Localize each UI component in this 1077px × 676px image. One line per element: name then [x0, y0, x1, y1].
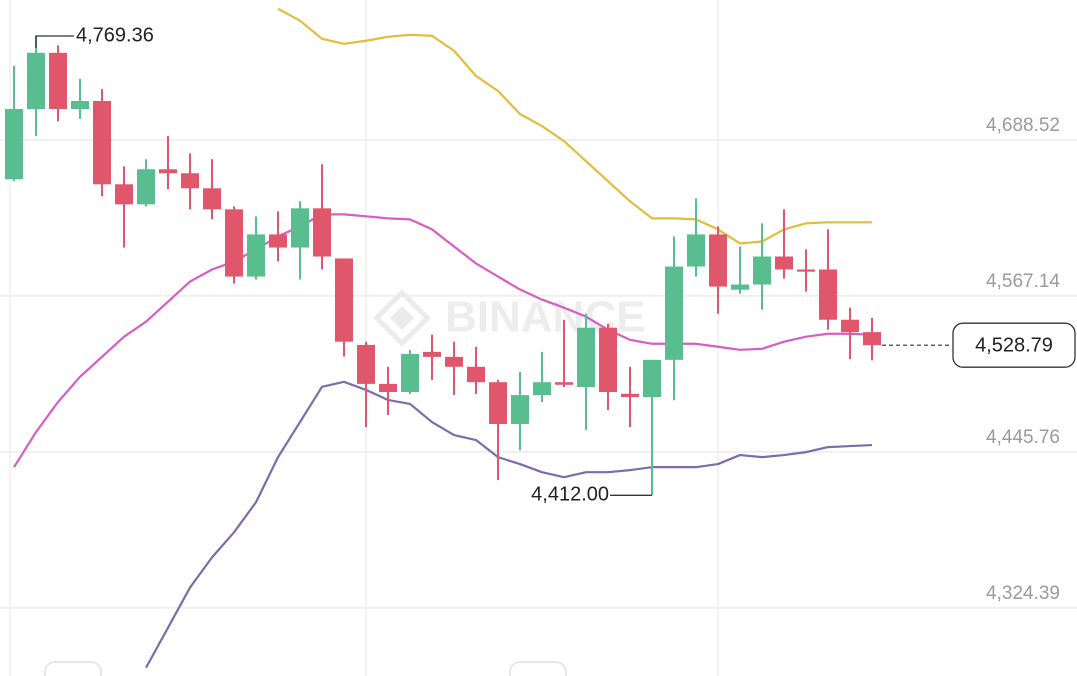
candle [775, 209, 793, 279]
candle-body [599, 327, 617, 392]
y-tick-label: 4,445.76 [986, 427, 1060, 448]
candle [291, 201, 309, 280]
candle-body [49, 52, 67, 109]
candle-body [863, 332, 881, 346]
candle-body [577, 327, 595, 387]
candle [269, 211, 287, 262]
candle [841, 307, 859, 360]
candle-body [357, 344, 375, 384]
candle [599, 323, 617, 410]
candle-body [93, 101, 111, 185]
candle [665, 236, 683, 401]
last-price-label: 4,528.79 [975, 334, 1053, 356]
candle [27, 36, 45, 137]
candle [5, 65, 23, 182]
candle [247, 216, 265, 280]
candle-body [665, 266, 683, 360]
candle-body [203, 188, 221, 210]
candle [489, 379, 507, 481]
candle [49, 45, 67, 122]
candle-body [819, 269, 837, 320]
candle [731, 246, 749, 294]
candle-body [401, 353, 419, 392]
toolbar-button[interactable] [509, 661, 567, 676]
candle [335, 258, 353, 357]
candle-body [841, 319, 859, 333]
candle [643, 359, 661, 496]
candle-body [775, 256, 793, 270]
candle [357, 341, 375, 428]
last-price-box [952, 322, 1076, 368]
candle [753, 223, 771, 310]
candle [93, 89, 111, 197]
candle-body [423, 351, 441, 357]
candle-body [159, 169, 177, 174]
candle [819, 229, 837, 330]
candle-body [489, 382, 507, 424]
candle-body [269, 234, 287, 248]
candle [423, 334, 441, 380]
candle [71, 78, 89, 120]
candle [203, 159, 221, 220]
candle-body [115, 184, 133, 205]
candle-body [753, 256, 771, 285]
candle [137, 159, 155, 207]
annotation-line [35, 35, 74, 49]
candle [577, 313, 595, 431]
candle [687, 198, 705, 277]
band-line [13, 213, 873, 468]
candle [863, 317, 881, 361]
candle-body [225, 209, 243, 277]
candle-body [137, 169, 155, 205]
candle-body [533, 382, 551, 396]
candle-body [687, 234, 705, 267]
candle-body [643, 359, 661, 397]
candle [445, 341, 463, 395]
y-tick-label: 4,324.39 [986, 583, 1060, 604]
candle-body [797, 269, 815, 272]
candle [401, 350, 419, 394]
band-line [145, 380, 873, 669]
candle-body [247, 234, 265, 277]
candle [225, 206, 243, 284]
toolbar-button[interactable] [44, 661, 102, 676]
candle-body [445, 356, 463, 367]
candle [379, 366, 397, 415]
y-tick-label: 4,688.52 [986, 115, 1060, 136]
candle-body [709, 234, 727, 287]
annotation-label: 4,412.00 [531, 484, 609, 506]
candle [115, 166, 133, 248]
candle-body [379, 383, 397, 392]
candle-body [467, 366, 485, 383]
candle-body [5, 108, 23, 180]
candle-body [313, 208, 331, 257]
candle-body [621, 393, 639, 397]
candle-body [71, 101, 89, 109]
candle [533, 351, 551, 403]
candle [159, 136, 177, 190]
candle-body [335, 258, 353, 342]
candle-body [555, 382, 573, 385]
y-tick-label: 4,567.14 [986, 271, 1060, 292]
candle-body [181, 173, 199, 189]
candle-body [27, 52, 45, 109]
candle [313, 164, 331, 270]
candle [555, 319, 573, 387]
candle [511, 371, 529, 451]
band-line [277, 7, 872, 245]
candle-body [291, 208, 309, 248]
candle [467, 346, 485, 394]
candle [709, 226, 727, 314]
candle [797, 249, 815, 292]
candle-body [731, 284, 749, 290]
candle-body [511, 395, 529, 424]
annotation-label: 4,769.36 [76, 24, 154, 46]
candle [621, 366, 639, 428]
candle [181, 153, 199, 210]
